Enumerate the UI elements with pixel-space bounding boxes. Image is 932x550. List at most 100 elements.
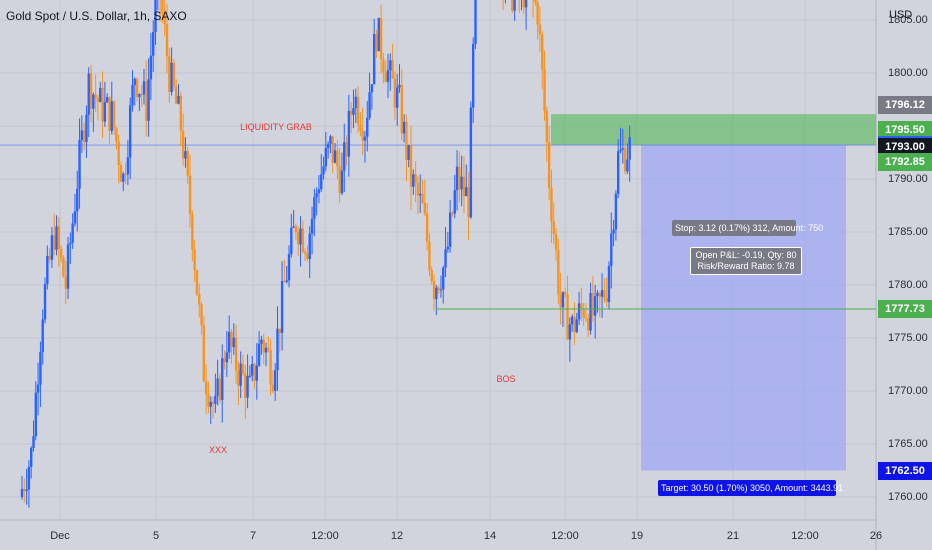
candle-body: [596, 292, 599, 297]
currency-label: USD: [889, 9, 913, 21]
time-tick-label: 19: [630, 530, 644, 542]
candle-body: [428, 241, 431, 271]
candle-body: [250, 363, 254, 376]
candle-body: [557, 250, 560, 295]
candle-body: [423, 202, 427, 214]
candle-body: [204, 381, 208, 395]
candle-body: [619, 149, 622, 152]
candle-body: [326, 143, 330, 149]
candle-body: [92, 94, 95, 109]
candle-body: [545, 110, 549, 143]
candle-body: [589, 293, 592, 331]
candle-body: [568, 324, 572, 340]
candle-body: [439, 289, 443, 291]
candle-body: [237, 370, 240, 386]
candle-body: [398, 84, 401, 88]
candle-body: [76, 188, 79, 212]
candle-body: [221, 358, 224, 401]
candle-body: [303, 251, 307, 254]
price-tick-label: 1780.00: [888, 279, 928, 291]
candle-body: [566, 294, 569, 340]
candle-body: [216, 378, 219, 396]
candle-body: [297, 232, 300, 245]
candle-body: [225, 352, 229, 363]
price-tag: 1796.12: [878, 96, 932, 115]
candle-body: [234, 337, 238, 371]
candle-body: [89, 73, 93, 109]
candle-body: [536, 2, 539, 25]
candle-body: [41, 319, 44, 352]
candle-body: [389, 60, 392, 71]
candle-body: [317, 189, 321, 194]
candle-body: [115, 128, 118, 142]
price-tick-label: 1770.00: [888, 385, 928, 397]
candle-body: [584, 317, 588, 319]
candle-body: [198, 294, 201, 305]
candle-body: [128, 105, 132, 158]
candle-body: [368, 92, 371, 118]
candle-body: [384, 72, 387, 82]
candle-body: [191, 214, 194, 250]
candle-body: [27, 466, 31, 490]
candle-body: [407, 145, 410, 160]
candle-body: [264, 347, 268, 353]
candle-body: [469, 107, 473, 218]
candle-body: [591, 293, 595, 316]
candle-body: [610, 233, 613, 266]
candle-body: [193, 249, 196, 271]
candle-body: [276, 328, 279, 371]
candle-body: [511, 0, 514, 11]
candle-body: [564, 292, 567, 295]
candle-body: [257, 343, 261, 366]
candle-body: [416, 183, 420, 196]
candle-body: [66, 244, 70, 289]
candle-body: [78, 140, 81, 189]
candle-body: [285, 280, 288, 283]
candle-body: [409, 145, 413, 187]
candle-body: [48, 255, 51, 260]
pnl-label[interactable]: Open P&L: -0.19, Qty: 80 Risk/Reward Rat…: [690, 247, 802, 275]
candle-body: [23, 488, 26, 491]
candle-body: [474, 0, 477, 44]
candle-body: [310, 218, 314, 234]
candle-body: [94, 94, 97, 99]
candle-body: [253, 363, 256, 381]
candle-body: [379, 17, 383, 60]
price-tag: 1792.85: [878, 152, 932, 171]
candle-body: [600, 290, 604, 297]
xxx-label: XXX: [208, 445, 228, 455]
candle-body: [101, 87, 104, 122]
candle-body: [85, 114, 88, 142]
candle-body: [149, 55, 153, 80]
candle-body: [451, 212, 454, 214]
stop-label: Stop: 3.12 (0.17%) 312, Amount: 750: [672, 220, 823, 236]
candle-body: [580, 303, 583, 309]
candle-body: [541, 34, 544, 70]
price-tag: 1762.50: [878, 461, 932, 480]
candle-body: [301, 228, 305, 252]
candle-body: [524, 0, 528, 8]
candle-body: [614, 193, 618, 230]
candle-body: [124, 173, 127, 175]
time-tick-label: 7: [249, 530, 257, 542]
candle-body: [110, 101, 113, 132]
candle-body: [255, 365, 258, 381]
candle-body: [575, 319, 578, 333]
candle-body: [294, 226, 298, 233]
candle-body: [603, 290, 606, 298]
candle-body: [372, 34, 376, 85]
candle-body: [547, 142, 551, 188]
candle-body: [315, 193, 318, 198]
time-tick-label: 26: [869, 530, 883, 542]
candle-body: [105, 97, 109, 103]
price-tick-label: 1790.00: [888, 173, 928, 185]
price-tick-label: 1785.00: [888, 226, 928, 238]
candle-body: [465, 187, 468, 197]
candle-body: [62, 257, 65, 277]
candle-body: [582, 308, 585, 318]
candle-body: [119, 164, 123, 182]
candle-body: [133, 78, 136, 86]
candle-body: [329, 136, 332, 144]
candle-body: [209, 401, 212, 407]
